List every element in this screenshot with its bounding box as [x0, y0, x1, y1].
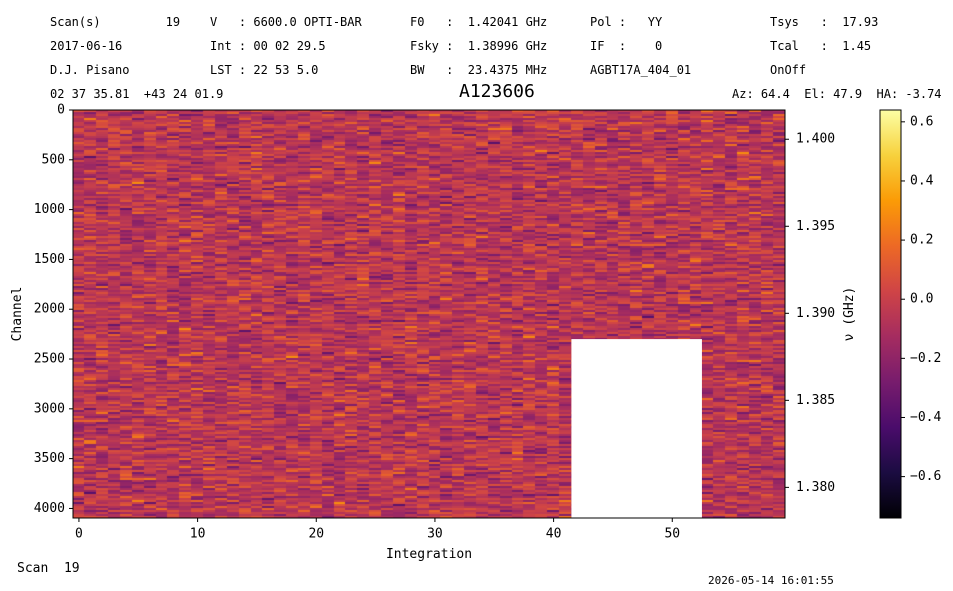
- header-col1-line3: D.J. Pisano: [50, 63, 130, 77]
- header-col3-line1: F0 : 1.42041 GHz: [410, 15, 548, 29]
- y-tick-label: 1500: [34, 252, 65, 267]
- colorbar-tick-label: 0.6: [910, 114, 933, 129]
- colorbar: [879, 109, 902, 519]
- y-tick-label: 3500: [34, 451, 65, 466]
- y-tick-label: 2500: [34, 352, 65, 367]
- header-col3-line3: BW : 23.4375 MHz: [410, 63, 548, 77]
- header-col4-line2: IF : 0: [590, 39, 663, 53]
- y2-tick-label: 1.400: [796, 132, 835, 147]
- header-col4-line3: AGBT17A_404_01: [590, 63, 692, 77]
- header-coords: 02 37 35.81 +43 24 01.9: [50, 87, 224, 101]
- colorbar-tick-label: 0.4: [910, 173, 934, 188]
- colorbar-tick-label: −0.4: [910, 410, 941, 425]
- header-col5-line3: OnOff: [770, 63, 807, 77]
- colorbar-tick-label: −0.6: [910, 469, 941, 484]
- x-tick-label: 10: [190, 527, 206, 542]
- header-col1-line1: Scan(s) 19: [50, 15, 181, 29]
- y-tick-label: 4000: [34, 501, 65, 516]
- y2-tick-label: 1.395: [796, 219, 835, 234]
- header-col3-line2: Fsky : 1.38996 GHz: [410, 39, 548, 53]
- y2-axis-label: ν (GHz): [842, 287, 857, 342]
- header-azel: Az: 64.4 El: 47.9 HA: -3.74: [732, 87, 942, 101]
- x-tick-label: 20: [308, 527, 324, 542]
- y-axis-label: Channel: [10, 287, 25, 342]
- y2-tick-label: 1.380: [796, 480, 835, 495]
- header-col1-line2: 2017-06-16: [50, 39, 123, 53]
- header-col4-line1: Pol : YY: [590, 15, 663, 29]
- y2-tick-label: 1.390: [796, 306, 835, 321]
- scan-label: Scan 19: [17, 561, 80, 576]
- y2-tick-label: 1.385: [796, 393, 835, 408]
- header-col2-line2: Int : 00 02 29.5: [210, 39, 326, 53]
- header-col2-line1: V : 6600.0 OPTI-BAR: [210, 15, 362, 29]
- x-tick-label: 50: [664, 527, 680, 542]
- y-tick-label: 500: [42, 152, 65, 167]
- masked-region: [571, 339, 702, 518]
- y-tick-label: 1000: [34, 202, 65, 217]
- colorbar-tick-label: 0.2: [910, 233, 933, 248]
- footer-timestamp: 2026-05-14 16:01:55: [708, 574, 834, 587]
- x-axis-label: Integration: [386, 547, 472, 562]
- colorbar-tick-label: −0.2: [910, 351, 941, 366]
- header-col2-line3: LST : 22 53 5.0: [210, 63, 319, 77]
- y-tick-label: 3000: [34, 401, 65, 416]
- x-tick-label: 0: [75, 527, 83, 542]
- y-tick-label: 0: [57, 103, 65, 118]
- x-tick-label: 30: [427, 527, 443, 542]
- header-col5-line2: Tcal : 1.45: [770, 39, 872, 53]
- plot-frame: [72, 109, 786, 519]
- chart-title: A123606: [459, 81, 535, 102]
- header-col5-line1: Tsys : 17.93: [770, 15, 879, 29]
- colorbar-tick-label: 0.0: [910, 292, 933, 307]
- y-tick-label: 2000: [34, 302, 65, 317]
- x-tick-label: 40: [546, 527, 562, 542]
